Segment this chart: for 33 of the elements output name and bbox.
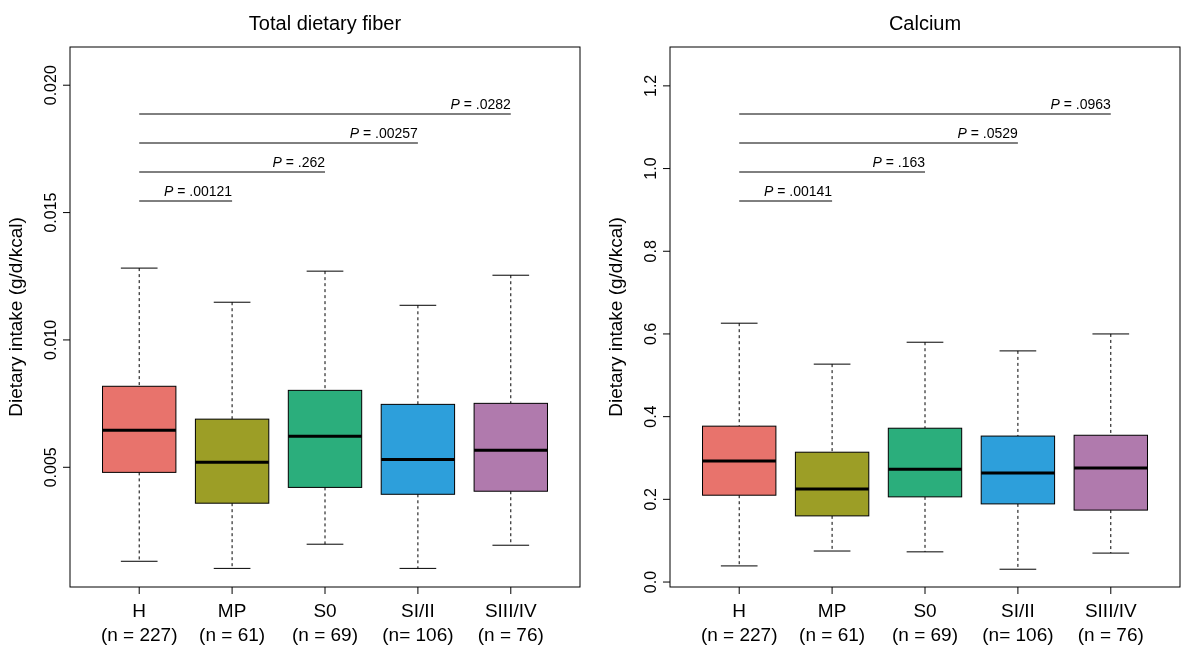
annotation: P = .00141	[763, 183, 833, 199]
x-tick-label: MP (n = 61)	[799, 600, 866, 645]
y-tick-label: 0.020	[42, 65, 59, 106]
y-tick-label: 1.2	[642, 74, 659, 97]
chart-title: Calcium	[888, 12, 962, 34]
chart-title: Total dietary fiber	[248, 12, 402, 34]
x-tick-label: SI/II (n= 106)	[382, 600, 454, 645]
y-tick-label: 0.2	[642, 488, 659, 511]
y-tick-label: 0.6	[642, 322, 659, 346]
annotation: P = .0529	[957, 125, 1019, 141]
annotation: P = .0963	[1050, 96, 1111, 112]
y-tick-label: 0.005	[42, 447, 59, 488]
x-tick-label: H (n = 227)	[700, 600, 778, 645]
y-tick-label: 0.8	[642, 240, 659, 263]
x-tick-label: S0 (n = 69)	[291, 600, 359, 645]
y-axis-title: Dietary intake (g/d/kcal)	[5, 217, 26, 417]
annotation: P = .262	[272, 154, 326, 170]
x-tick-label: SIII/IV (n = 76)	[1077, 600, 1144, 645]
x-tick-label: SIII/IV (n = 76)	[477, 600, 544, 645]
annotation: P = .0282	[450, 96, 511, 112]
x-tick-label: SI/II (n= 106)	[982, 600, 1054, 645]
y-axis-title: Dietary intake (g/d/kcal)	[605, 217, 626, 417]
annotation: P = .163	[872, 154, 926, 170]
y-tick-label: 0.010	[42, 319, 59, 360]
annotation: P = .00257	[349, 125, 419, 141]
y-tick-label: 1.0	[642, 157, 659, 180]
x-tick-label: MP (n = 61)	[199, 600, 266, 645]
x-tick-label: H (n = 227)	[100, 600, 178, 645]
y-tick-label: 0.4	[642, 405, 659, 428]
y-tick-label: 0.015	[42, 192, 59, 233]
y-tick-label: 0.0	[642, 570, 659, 594]
x-tick-label: S0 (n = 69)	[891, 600, 959, 645]
annotation: P = .00121	[163, 183, 233, 199]
